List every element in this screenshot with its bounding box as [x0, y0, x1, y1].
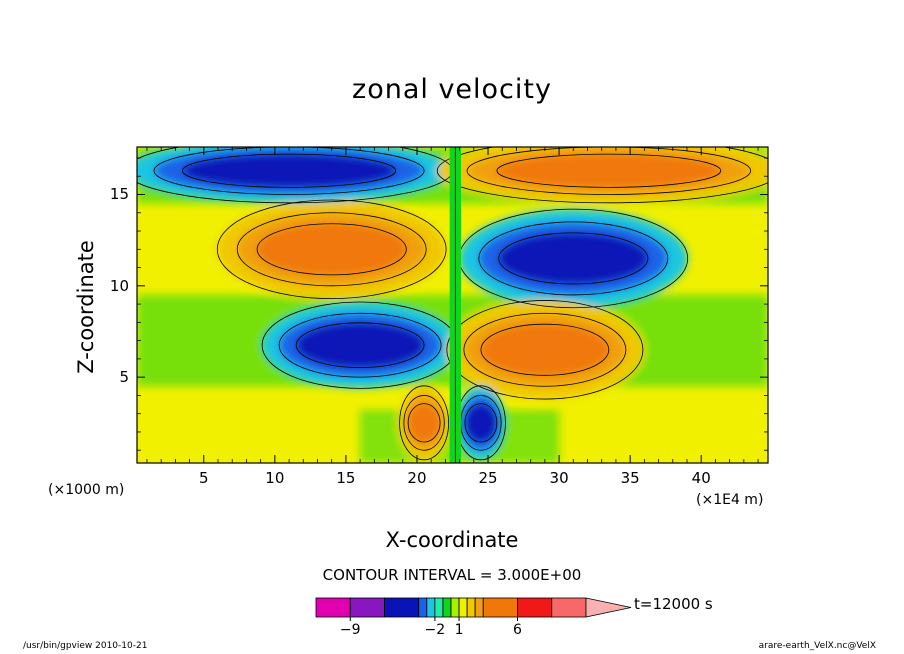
contour-line — [278, 312, 442, 378]
region-top-right-orange-core — [496, 154, 721, 188]
colorbar-segment — [349, 597, 385, 618]
colorbar-segment — [450, 597, 460, 618]
time-label: t=12000 s — [634, 595, 713, 613]
colorbar-segment — [551, 597, 587, 618]
colorbar-segment — [426, 597, 436, 618]
region-low-right-blue-core — [464, 403, 497, 442]
contour-line — [153, 147, 425, 195]
colorbar-segment — [466, 597, 476, 618]
field-soft-layer — [137, 147, 768, 463]
contour-line — [436, 147, 768, 204]
colorbar-label: 1 — [454, 622, 464, 638]
x-tick-label-25: 25 — [478, 469, 498, 487]
contour-line — [399, 385, 449, 461]
x-tick-label-10: 10 — [265, 469, 285, 487]
plot-axes — [136, 146, 769, 464]
chart-title: zonal velocity — [352, 74, 552, 105]
contour-line — [480, 323, 610, 376]
contour-line — [498, 232, 649, 285]
x-tick-label-5: 5 — [199, 469, 209, 487]
colorbar-segment — [434, 597, 444, 618]
footer-right-text: arare-earth_VelX.nc@VelX — [758, 641, 876, 651]
footer-left-text: /usr/bin/gpview 2010-10-21 — [23, 641, 148, 651]
x-tick-label-40: 40 — [691, 469, 711, 487]
plot-frame — [136, 146, 769, 464]
colorbar — [315, 597, 632, 621]
x-axis-unit-note: (×1000 m) — [48, 482, 125, 498]
x-axis-unit-note-secondary: (×1E4 m) — [696, 492, 764, 508]
colorbar-arrow — [585, 597, 632, 618]
colorbar-segment — [458, 597, 468, 618]
contour-line — [407, 403, 441, 443]
y-tick-label-15: 15 — [109, 185, 129, 204]
x-axis-label: X-coordinate — [385, 528, 519, 552]
colorbar-segment — [384, 597, 420, 618]
colorbar-label: −9 — [339, 622, 361, 638]
contour-line — [236, 212, 427, 287]
contour-line — [478, 221, 669, 296]
contour-line — [216, 199, 447, 300]
colorbar-segment — [482, 597, 518, 618]
contour-line — [446, 300, 644, 400]
x-tick-label-35: 35 — [620, 469, 640, 487]
contour-line — [466, 147, 751, 195]
contour-line — [464, 403, 498, 443]
colorbar-segment — [474, 597, 484, 618]
x-tick-label-30: 30 — [549, 469, 569, 487]
region-upper-left-orange-core — [257, 223, 407, 275]
region-mid-left-blue-core — [296, 322, 425, 368]
colorbar-segment — [517, 597, 553, 618]
contour-line — [182, 153, 397, 188]
region-mid-right-orange-core — [480, 324, 609, 376]
contour-line — [403, 395, 445, 451]
region-top-left-blue-core — [182, 154, 396, 188]
contour-line — [256, 223, 407, 276]
colorbar-segment — [442, 597, 452, 618]
colorbar-segment — [315, 597, 351, 618]
region-low-left-orange-core — [408, 403, 441, 442]
contour-line — [463, 312, 627, 387]
contour-interval-label: CONTOUR INTERVAL = 3.000E+00 — [322, 566, 582, 584]
y-axis-label: Z-coordinate — [74, 240, 98, 374]
contour-line — [295, 322, 425, 368]
x-tick-label-20: 20 — [407, 469, 427, 487]
colorbar-segment — [418, 597, 428, 618]
colorbar-label: −2 — [424, 622, 446, 638]
y-tick-label-5: 5 — [119, 368, 129, 387]
y-tick-label-10: 10 — [109, 276, 129, 295]
contour-line — [496, 153, 722, 188]
contour-field — [137, 147, 768, 463]
x-tick-label-15: 15 — [336, 469, 356, 487]
region-upper-right-blue-core — [498, 232, 648, 284]
colorbar-label: 6 — [513, 622, 522, 638]
